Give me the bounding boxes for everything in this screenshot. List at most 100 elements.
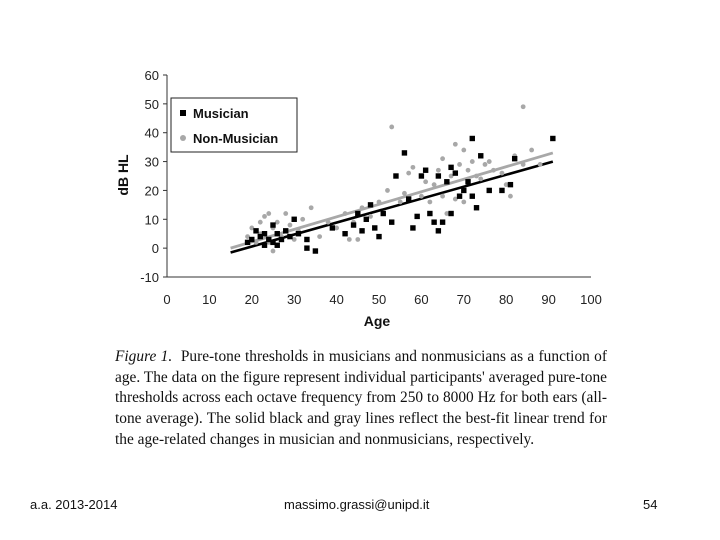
nonmusician-point (249, 225, 255, 231)
musician-point (350, 222, 357, 228)
musician-point (550, 135, 556, 142)
musician-point (401, 150, 408, 156)
musician-fit-line (230, 160, 554, 254)
nonmusician-point (325, 219, 331, 225)
musician-point (304, 245, 310, 251)
musician-point (448, 210, 454, 217)
musician-point (261, 242, 268, 248)
nonmusician-point (486, 159, 492, 164)
figure-label: Figure 1. (115, 348, 173, 365)
musician-point (448, 164, 454, 171)
footer-email: massimo.grassi@unipd.it (284, 497, 430, 512)
y-tick-label: 0 (152, 241, 159, 256)
x-tick-label: 60 (414, 292, 428, 307)
musician-point (452, 170, 459, 176)
nonmusician-point (410, 164, 416, 170)
nonmusician-point (444, 211, 450, 216)
musician-point (266, 236, 272, 243)
musician-point (257, 233, 263, 240)
footer-page-number: 54 (643, 497, 658, 512)
nonmusician-point (389, 124, 395, 130)
legend-nonmusician-marker (180, 135, 186, 141)
tick-labels: -10 0 10 20 30 40 50 60 0 10 20 30 40 50 60 70 80 90 100 (140, 68, 602, 307)
musician-point (342, 231, 348, 237)
musician-point (393, 173, 399, 179)
x-tick-label: 70 (457, 292, 471, 307)
musician-point (270, 239, 276, 246)
nonmusician-point (499, 170, 505, 176)
nonmusician-point (440, 156, 445, 162)
musician-point (422, 167, 429, 173)
figure-caption: Figure 1. Pure-tone thresholds in musici… (115, 347, 607, 451)
nonmusician-point (317, 234, 323, 240)
y-tick-label: 10 (145, 212, 159, 227)
musician-point (244, 239, 251, 246)
musician-point (274, 242, 280, 248)
musician-point (405, 196, 412, 202)
nonmusician-point (461, 147, 467, 153)
musician-point (435, 173, 442, 179)
nonmusician-point (300, 216, 306, 222)
nonmusician-point (435, 167, 441, 173)
scatter-chart: -10 0 10 20 30 40 50 60 0 10 20 30 40 50 60 70 80 90 100 A… (115, 68, 602, 329)
nonmusician-point (482, 162, 488, 167)
nonmusician-point (359, 205, 365, 211)
legend-musician-marker (180, 110, 186, 116)
nonmusician-point (461, 199, 467, 205)
nonmusician-point (397, 199, 403, 205)
musician-point (469, 135, 475, 142)
nonmusician-point (257, 219, 263, 225)
musician-point (418, 173, 425, 179)
musician-point (287, 233, 293, 240)
legend-nonmusician-label: Non-Musician (193, 131, 278, 146)
musician-point (410, 225, 416, 231)
nonmusician-point (537, 162, 543, 167)
x-tick-label: 100 (580, 292, 602, 307)
nonmusician-point (431, 182, 437, 188)
musician-point (376, 233, 382, 240)
nonmusician-point (457, 162, 462, 167)
nonmusician-point (491, 167, 496, 173)
nonmusician-point (465, 167, 471, 173)
musician-point (270, 222, 276, 228)
legend-box (170, 97, 298, 153)
nonmusician-point (440, 193, 445, 199)
nonmusician-point (503, 182, 509, 188)
musician-point (261, 231, 268, 237)
musician-point (473, 205, 480, 211)
musician-point (253, 228, 259, 234)
axes-layer (163, 74, 591, 278)
x-tick-label: 50 (372, 292, 386, 307)
x-axis-label: Age (364, 313, 391, 329)
nonmusician-point (270, 248, 276, 254)
y-tick-label: 30 (145, 155, 159, 170)
nonmusician-point (245, 234, 250, 240)
x-tick-label: 20 (245, 292, 259, 307)
nonmusician-point (508, 193, 513, 199)
nonmusician-point (355, 237, 361, 242)
nonmusician-point (452, 141, 458, 147)
y-tick-label: 60 (145, 68, 159, 83)
nonmusician-point (291, 237, 297, 242)
musician-point (329, 225, 336, 231)
nonmusician-point (376, 199, 382, 205)
nonmusician-point (474, 173, 479, 179)
nonmusician-point (520, 104, 526, 110)
nonmusician-point (287, 222, 293, 228)
musician-point (283, 228, 289, 234)
x-tick-label: 30 (287, 292, 301, 307)
y-tick-label: 50 (145, 97, 159, 112)
nonmusician-point (308, 205, 314, 211)
x-tick-label: 80 (499, 292, 513, 307)
y-tick-label: 40 (145, 126, 159, 141)
musician-point (507, 181, 514, 188)
x-tick-label: 0 (163, 292, 170, 307)
musician-point (456, 193, 463, 199)
nonmusician-point (262, 214, 267, 219)
nonmusician-point (385, 188, 390, 193)
musician-point (312, 248, 319, 254)
footer-course-year: a.a. 2013-2014 (30, 497, 118, 512)
musician-point (372, 225, 378, 231)
musician-point (389, 219, 395, 225)
nonmusician-point (266, 211, 272, 216)
